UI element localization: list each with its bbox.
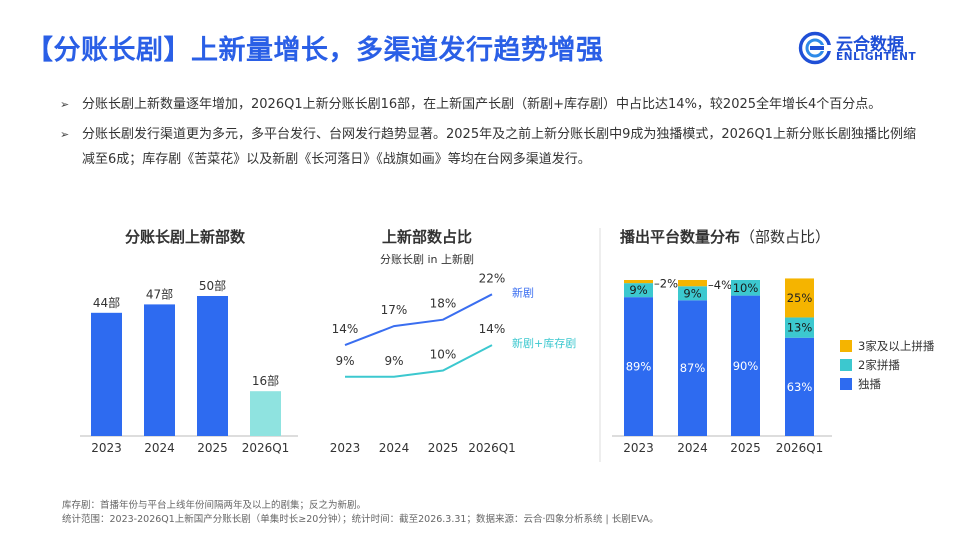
segment-2家拼播 <box>731 280 760 296</box>
segment-独播 <box>678 300 707 436</box>
segment-3家及以上拼播 <box>624 280 653 284</box>
x-tick-label: 2024 <box>144 441 175 455</box>
x-tick-label: 2024 <box>379 441 410 455</box>
segment-value-label: 89% <box>626 360 652 374</box>
segment-独播 <box>785 337 814 436</box>
segment-value-label: 63% <box>787 380 813 394</box>
data-label: 10% <box>430 348 457 362</box>
chart-title: 上新部数占比 <box>382 228 472 246</box>
series-name-label: 新剧+库存剧 <box>512 336 576 350</box>
chart-title: 播出平台数量分布（部数占比） <box>620 228 830 246</box>
footnote: 库存剧：首播年份与平台上线年份间隔两年及以上的剧集；反之为新剧。 统计范围：20… <box>62 499 659 527</box>
share-line-chart: 上新部数占比分账长剧 in 上新剧 14% 17% 18% 22% 新剧 9% 9% 10% 14… <box>320 220 600 460</box>
segment-2家拼播 <box>785 317 814 338</box>
x-tick-label: 2025 <box>428 441 459 455</box>
legend-swatch <box>840 340 852 352</box>
bullet-marker-icon: ➢ <box>60 98 70 111</box>
legend-label: 2家拼播 <box>858 358 900 372</box>
data-label: 18% <box>430 297 457 311</box>
segment-value-label: 9% <box>683 286 701 300</box>
x-tick-label: 2023 <box>623 441 654 455</box>
bullet-item-2: ➢ 分账长剧发行渠道更为多元，多平台发行、台网发行趋势显著。2025年及之前上新… <box>56 122 916 172</box>
bullet-item-1: ➢ 分账长剧上新数量逐年增加，2026Q1上新分账长剧16部，在上新国产长剧（新… <box>56 92 916 117</box>
legend-label: 独播 <box>858 377 881 391</box>
segment-value-label: 10% <box>733 281 759 295</box>
segment-value-label: 9% <box>629 283 647 297</box>
new-drama-count-svg: 分账长剧上新部数 44部 2023 47部 2024 50部 2025 16部 2026Q1 <box>80 228 298 455</box>
platform-distribution-chart: 播出平台数量分布（部数占比） 89% 9% –2% 2023 87% 9% –4% 2024 90… <box>599 220 945 465</box>
segment-独播 <box>624 297 653 436</box>
x-tick-label: 2024 <box>677 441 708 455</box>
page-title: 【分账长剧】上新量增长，多渠道发行趋势增强 <box>26 35 604 66</box>
series-name-label: 新剧 <box>512 285 534 299</box>
x-tick-label: 2026Q1 <box>468 441 516 455</box>
x-tick-label: 2025 <box>197 441 228 455</box>
segment-3家及以上拼播 <box>785 278 814 318</box>
footnote-definition: 库存剧：首播年份与平台上线年份间隔两年及以上的剧集；反之为新剧。 <box>62 500 367 511</box>
logo-mark-icon <box>798 31 832 65</box>
series-line-new-plus-library <box>345 344 493 378</box>
x-tick-label: 2025 <box>730 441 761 455</box>
bullet-marker-icon: ➢ <box>60 128 70 141</box>
bar-2026Q1 <box>250 391 281 436</box>
x-tick-label: 2026Q1 <box>242 441 290 455</box>
x-tick-label: 2023 <box>330 441 361 455</box>
segment-value-label: 25% <box>787 291 813 305</box>
footnote-source: 统计范围：2023-2026Q1上新国产分账长剧（单集时长≥20分钟）；统计时间… <box>62 514 659 525</box>
data-label: 9% <box>384 354 403 368</box>
bar-value-label: 16部 <box>252 373 279 388</box>
x-tick-label: 2023 <box>91 441 122 455</box>
bullet-text: 分账长剧上新数量逐年增加，2026Q1上新分账长剧16部，在上新国产长剧（新剧+… <box>82 97 882 112</box>
segment-独播 <box>731 295 760 436</box>
bar-value-label: 47部 <box>146 286 173 301</box>
chart-subtitle: 分账长剧 in 上新剧 <box>380 252 474 266</box>
logo-text-en: ENLIGHTENT <box>836 51 917 63</box>
platform-distribution-svg: 播出平台数量分布（部数占比） 89% 9% –2% 2023 87% 9% –4% 2024 90… <box>599 228 935 462</box>
segment-value-label: –4% <box>708 278 732 292</box>
data-label: 17% <box>381 303 408 317</box>
data-label: 14% <box>479 322 506 336</box>
x-tick-label: 2026Q1 <box>776 441 824 455</box>
chart-title: 分账长剧上新部数 <box>125 228 246 246</box>
legend-swatch <box>840 359 852 371</box>
logo-text-cn: 云合数据 <box>836 35 904 55</box>
bar-2023 <box>91 312 122 436</box>
legend-label: 3家及以上拼播 <box>858 339 935 353</box>
summary-bullets: ➢ 分账长剧上新数量逐年增加，2026Q1上新分账长剧16部，在上新国产长剧（新… <box>56 92 916 177</box>
bullet-text: 分账长剧发行渠道更为多元，多平台发行、台网发行趋势显著。2025年及之前上新分账… <box>82 127 916 167</box>
segment-2家拼播 <box>678 286 707 301</box>
segment-2家拼播 <box>624 283 653 298</box>
brand-logo: 云合数据 ENLIGHTENT <box>798 30 918 70</box>
data-label: 14% <box>332 322 359 336</box>
segment-value-label: 90% <box>733 359 759 373</box>
segment-3家及以上拼播 <box>678 280 707 287</box>
new-drama-count-chart: 分账长剧上新部数 44部 2023 47部 2024 50部 2025 16部 2026Q1 <box>60 220 310 460</box>
chart-title-note: （部数占比） <box>740 228 830 246</box>
legend-swatch <box>840 378 852 390</box>
series-line-new <box>344 293 493 347</box>
segment-value-label: –2% <box>654 277 678 291</box>
bar-value-label: 44部 <box>93 295 120 310</box>
bar-value-label: 50部 <box>199 278 226 293</box>
bar-2025 <box>197 296 228 436</box>
data-label: 9% <box>335 354 354 368</box>
segment-value-label: 87% <box>680 361 706 375</box>
bar-2024 <box>144 304 175 436</box>
data-label: 22% <box>479 271 506 285</box>
segment-value-label: 13% <box>787 321 813 335</box>
